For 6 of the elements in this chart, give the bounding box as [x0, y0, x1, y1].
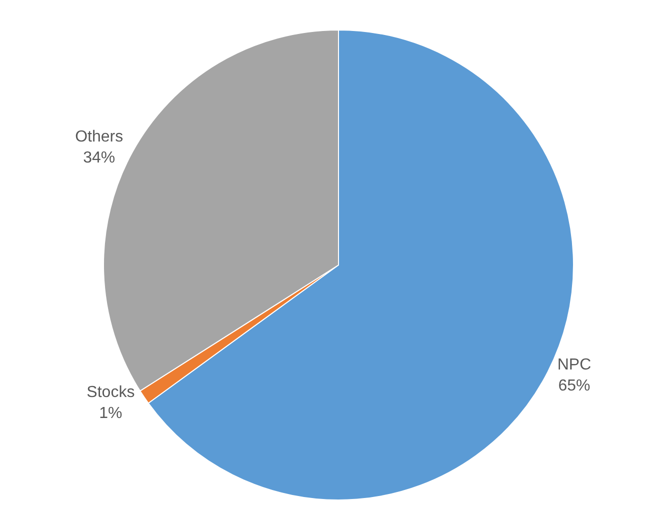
slice-label: Stocks — [86, 384, 135, 402]
slice-label: Others — [75, 128, 124, 146]
data-label: 1% — [99, 404, 122, 422]
data-label: 34% — [83, 149, 116, 166]
data-label: 65% — [558, 377, 590, 394]
slice-label: NPC — [557, 356, 592, 374]
